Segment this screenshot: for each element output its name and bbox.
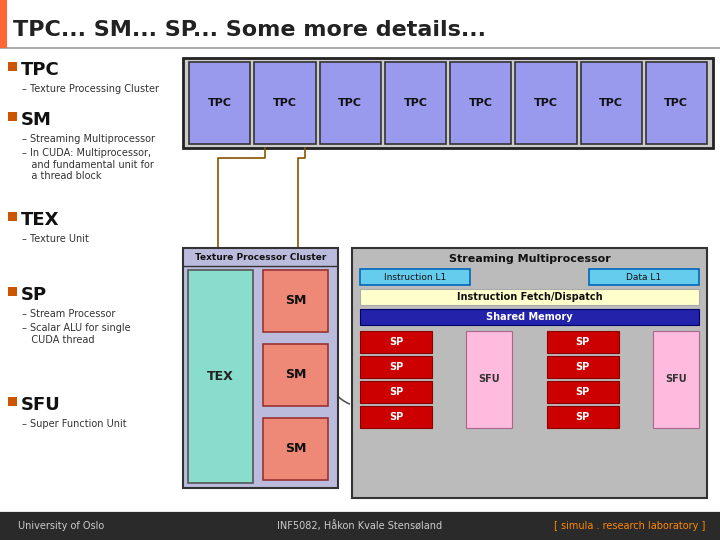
Text: SP: SP (575, 412, 590, 422)
Text: SP: SP (575, 362, 590, 372)
Bar (546, 406, 618, 428)
Text: SP: SP (389, 362, 403, 372)
Bar (189, 62, 251, 144)
Bar (183, 58, 713, 148)
Bar (0, 512, 720, 540)
Bar (450, 62, 511, 144)
Text: TPC... SM... SP... Some more details...: TPC... SM... SP... Some more details... (13, 20, 486, 40)
Bar (516, 62, 577, 144)
Text: TPC: TPC (599, 98, 623, 108)
Bar (8, 287, 17, 296)
Text: SFU: SFU (665, 375, 687, 384)
Bar (188, 270, 253, 483)
Bar (183, 248, 338, 488)
Bar (263, 270, 328, 332)
Bar (546, 381, 618, 403)
Bar (360, 381, 432, 403)
Text: SP: SP (21, 286, 47, 304)
Text: TPC: TPC (207, 98, 232, 108)
Bar (360, 356, 432, 378)
Bar (263, 418, 328, 480)
Text: TEX: TEX (207, 370, 234, 383)
Text: SP: SP (575, 337, 590, 347)
Text: SM: SM (285, 294, 306, 307)
Bar (360, 289, 699, 305)
Bar (8, 212, 17, 221)
Bar (320, 62, 381, 144)
Text: – Streaming Multiprocessor: – Streaming Multiprocessor (22, 134, 155, 144)
Bar (646, 62, 707, 144)
Bar (352, 248, 707, 498)
Text: – Scalar ALU for single
   CUDA thread: – Scalar ALU for single CUDA thread (22, 323, 130, 345)
Bar (546, 356, 618, 378)
Text: Instruction Fetch/Dispatch: Instruction Fetch/Dispatch (456, 292, 603, 302)
Text: TPC: TPC (534, 98, 558, 108)
Text: TPC: TPC (403, 98, 428, 108)
Text: Instruction L1: Instruction L1 (384, 273, 446, 281)
Text: [ simula . research laboratory ]: [ simula . research laboratory ] (554, 521, 705, 531)
Text: TEX: TEX (21, 211, 60, 229)
Text: SP: SP (389, 412, 403, 422)
Bar (467, 331, 513, 428)
Bar (8, 112, 17, 121)
Text: – Stream Processor: – Stream Processor (22, 309, 115, 319)
Text: – In CUDA: Multiprocessor,
   and fundamental unit for
   a thread block: – In CUDA: Multiprocessor, and fundament… (22, 148, 154, 181)
Text: Data L1: Data L1 (626, 273, 662, 281)
Bar (360, 269, 470, 285)
Bar (589, 269, 699, 285)
Text: TPC: TPC (273, 98, 297, 108)
Text: SM: SM (285, 442, 306, 456)
Bar (254, 62, 315, 144)
Bar (263, 344, 328, 406)
Text: TPC: TPC (665, 98, 688, 108)
Text: INF5082, Håkon Kvale Stensøland: INF5082, Håkon Kvale Stensøland (277, 521, 443, 531)
Text: – Super Function Unit: – Super Function Unit (22, 419, 127, 429)
Bar (546, 331, 618, 353)
Bar (384, 62, 446, 144)
Text: SP: SP (575, 387, 590, 397)
Text: SM: SM (21, 111, 52, 129)
Text: SFU: SFU (479, 375, 500, 384)
Text: SP: SP (389, 337, 403, 347)
Text: TPC: TPC (21, 61, 60, 79)
Bar (0, 0, 7, 48)
Bar (580, 62, 642, 144)
Text: University of Oslo: University of Oslo (18, 521, 104, 531)
Bar (653, 331, 699, 428)
Text: SFU: SFU (21, 396, 60, 414)
Text: – Texture Unit: – Texture Unit (22, 234, 89, 244)
Bar (360, 406, 432, 428)
Text: Texture Processor Cluster: Texture Processor Cluster (195, 253, 326, 262)
Bar (360, 309, 699, 325)
Text: TPC: TPC (469, 98, 492, 108)
Text: SM: SM (285, 368, 306, 381)
Text: SP: SP (389, 387, 403, 397)
Text: TPC: TPC (338, 98, 362, 108)
Text: Streaming Multiprocessor: Streaming Multiprocessor (449, 254, 611, 264)
Bar (360, 331, 432, 353)
Bar (8, 62, 17, 71)
Text: – Texture Processing Cluster: – Texture Processing Cluster (22, 84, 159, 94)
Bar (8, 397, 17, 406)
Text: Shared Memory: Shared Memory (486, 312, 573, 322)
